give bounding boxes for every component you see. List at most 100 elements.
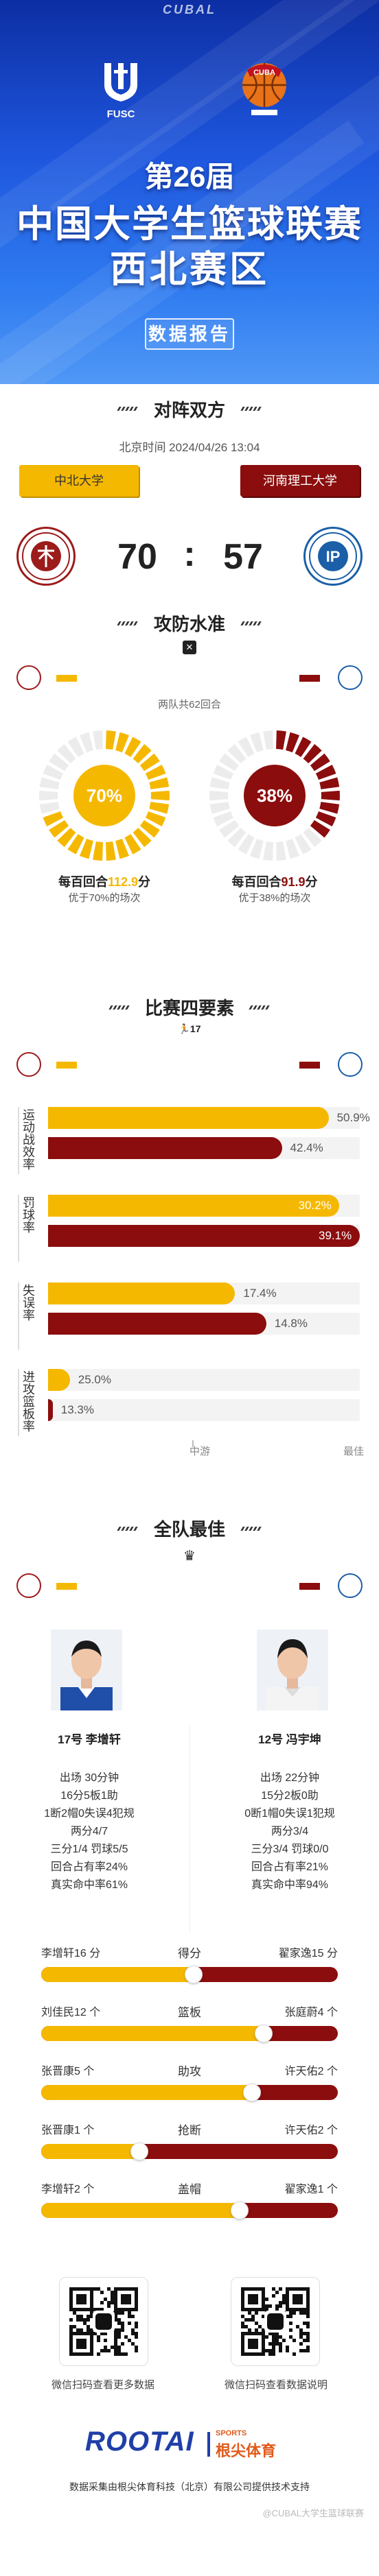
best-away-legend-swatch [299, 1583, 320, 1590]
qr-finder [292, 2294, 303, 2304]
home-gauge-segment [106, 730, 116, 750]
qr-module [306, 2332, 310, 2335]
compare-bar-home-fill [41, 2085, 252, 2100]
qr-module [114, 2335, 117, 2339]
compare-bar [41, 2026, 338, 2041]
offense-heading: 攻防水准 [153, 614, 225, 634]
qr-module [262, 2328, 265, 2332]
home-legend-swatch [56, 675, 77, 682]
qr-finder [76, 2339, 87, 2349]
qr-module [117, 2322, 121, 2325]
qr-module [241, 2325, 244, 2328]
away-gauge-segment [209, 790, 229, 801]
qr-module [289, 2328, 292, 2332]
cuba-basketball-logo-icon: CUBA [238, 55, 291, 122]
compare-category: 抢断 [178, 2124, 201, 2137]
qr-module [268, 2342, 272, 2346]
factor-away-value: 39.1% [319, 1229, 352, 1242]
home-player-stat: 两分4/7 [70, 1826, 108, 1837]
axis-mid-tick [192, 1440, 194, 1447]
qr-module [83, 2322, 87, 2325]
qr-module [121, 2311, 124, 2315]
qr-module [117, 2349, 121, 2352]
away-player-stat: 出场 22分钟 [260, 1772, 320, 1784]
away-player-stats: 出场 22分钟 15分2板0助 0断1帽0失误1犯规 两分3/4 三分3/4 罚球0/0… [221, 1769, 358, 1894]
qr-module [265, 2349, 268, 2352]
qr-module [128, 2322, 131, 2325]
compare-right-name: 翟家逸1 个 [284, 2184, 338, 2195]
qr-module [272, 2335, 275, 2339]
away-gauge-segment [303, 743, 322, 764]
compare-left-name: 张晋康1 个 [41, 2125, 95, 2136]
qr-module [93, 2308, 97, 2311]
compare-bar-home-fill [41, 1967, 194, 1982]
qr-module [76, 2318, 80, 2322]
best-home-legend-badge-icon [16, 1573, 41, 1598]
qr-module [292, 2339, 296, 2342]
qr-module [306, 2339, 310, 2342]
ff-home-legend-badge-icon [16, 1052, 41, 1077]
qr-finder [248, 2294, 258, 2304]
factor-away-bar [48, 1399, 53, 1421]
qr-module [117, 2346, 121, 2349]
home-player-stat: 1断2帽0失误4犯规 [44, 1808, 135, 1820]
qr-module [286, 2315, 289, 2318]
away-gauge-segment [249, 732, 264, 753]
league-title: 中国大学生篮球联赛 [16, 204, 363, 245]
brand-divider [207, 2432, 210, 2457]
home-ppp-suffix: 分 [138, 875, 151, 889]
qr-module [248, 2311, 251, 2315]
home-gauge-segment [93, 841, 103, 861]
qr-module [128, 2315, 131, 2318]
qr-module [279, 2304, 282, 2308]
qr-module [121, 2325, 124, 2328]
qr-module [272, 2352, 275, 2356]
qr-module [111, 2298, 114, 2301]
qr-module [279, 2301, 282, 2304]
qr-module [265, 2298, 268, 2301]
qr-left-icon[interactable] [59, 2277, 148, 2366]
qr-module [93, 2287, 97, 2291]
axis-max-label: 最佳 [343, 1446, 365, 1457]
ff-away-legend-swatch [299, 1062, 320, 1069]
qr-module [248, 2328, 251, 2332]
qr-module [251, 2315, 255, 2318]
qr-module [117, 2318, 121, 2322]
qr-module [299, 2335, 303, 2339]
compare-bar-home-fill [41, 2203, 240, 2218]
qr-module [107, 2301, 111, 2304]
home-gauge-segment [43, 764, 64, 780]
qr-module [279, 2349, 282, 2352]
qr-module [299, 2311, 303, 2315]
home-gauge-segment [57, 743, 76, 764]
home-gauge-segment [39, 777, 60, 789]
qr-module [303, 2322, 306, 2325]
qr-module [114, 2328, 117, 2332]
rounds-note: 两队共62回合 [158, 699, 221, 711]
factor-away-bar [48, 1137, 282, 1159]
qr-module [100, 2291, 104, 2294]
qr-module [279, 2342, 282, 2346]
rootai-brand: ROOTAI [85, 2426, 194, 2457]
qr-module [306, 2315, 310, 2318]
factor-away-value: 14.8% [274, 1317, 308, 1330]
qr-module [90, 2315, 93, 2318]
away-gauge-segment [227, 743, 246, 764]
factor-home-value: 30.2% [298, 1199, 332, 1212]
home-gauge-segment [67, 737, 84, 757]
compare-right-name: 许天佑2 个 [284, 2125, 338, 2136]
footer: 微信扫码查看更多数据 微信扫码查看数据说明 ROOTAI SPORTS 根尖体育… [0, 2236, 379, 2576]
factor-name: 罚球率 [21, 1196, 35, 1233]
away-player-stat: 两分3/4 [271, 1826, 309, 1837]
away-gauge-segment [319, 777, 340, 789]
home-gauge-segment [67, 834, 84, 855]
qr-right-icon[interactable] [231, 2277, 320, 2366]
compare-category: 篮板 [178, 2006, 201, 2019]
compare-left-name: 李增轩2 个 [41, 2184, 95, 2195]
compare-category: 得分 [178, 1947, 201, 1960]
factor-home-bar [48, 1283, 236, 1304]
qr-module [76, 2315, 80, 2318]
away-player-stat: 0断1帽0失误1犯规 [244, 1808, 335, 1820]
away-legend-badge-icon [338, 665, 363, 690]
qr-module [128, 2339, 131, 2342]
